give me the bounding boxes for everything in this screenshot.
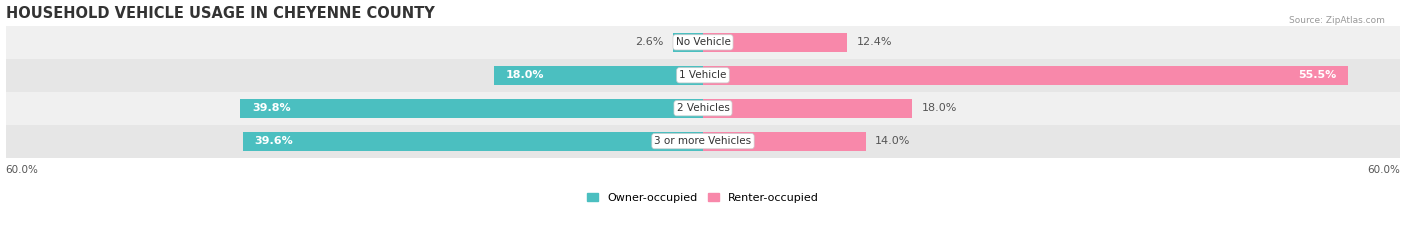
Text: 14.0%: 14.0%	[875, 136, 911, 146]
Text: 18.0%: 18.0%	[921, 103, 957, 113]
Bar	[6, 59, 1400, 92]
Bar	[6, 92, 1400, 125]
Text: 60.0%: 60.0%	[1368, 165, 1400, 175]
Text: 12.4%: 12.4%	[856, 37, 891, 47]
Text: 1 Vehicle: 1 Vehicle	[679, 70, 727, 80]
Text: 39.6%: 39.6%	[254, 136, 292, 146]
Text: 2.6%: 2.6%	[636, 37, 664, 47]
Bar	[673, 33, 703, 52]
Text: HOUSEHOLD VEHICLE USAGE IN CHEYENNE COUNTY: HOUSEHOLD VEHICLE USAGE IN CHEYENNE COUN…	[6, 6, 434, 21]
Text: 55.5%: 55.5%	[1298, 70, 1337, 80]
Bar	[703, 66, 1348, 85]
Legend: Owner-occupied, Renter-occupied: Owner-occupied, Renter-occupied	[582, 188, 824, 207]
Bar	[6, 125, 1400, 158]
Bar	[703, 99, 912, 118]
Bar	[494, 66, 703, 85]
Text: No Vehicle: No Vehicle	[675, 37, 731, 47]
Bar	[703, 132, 866, 151]
Text: Source: ZipAtlas.com: Source: ZipAtlas.com	[1289, 16, 1385, 25]
Text: 3 or more Vehicles: 3 or more Vehicles	[654, 136, 752, 146]
Bar	[6, 26, 1400, 59]
Bar	[240, 99, 703, 118]
Text: 39.8%: 39.8%	[252, 103, 291, 113]
Bar	[703, 33, 848, 52]
Text: 18.0%: 18.0%	[505, 70, 544, 80]
Text: 60.0%: 60.0%	[6, 165, 38, 175]
Bar	[243, 132, 703, 151]
Text: 2 Vehicles: 2 Vehicles	[676, 103, 730, 113]
